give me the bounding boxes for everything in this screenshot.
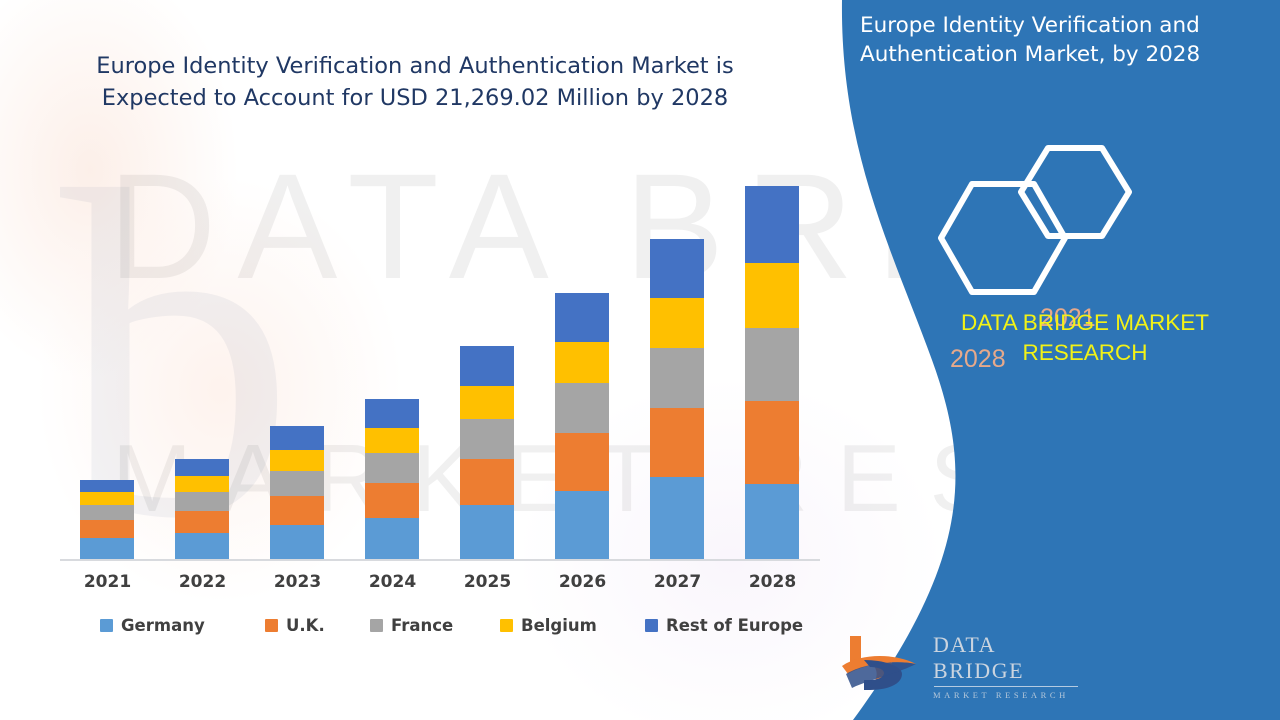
legend-label: Rest of Europe [666,616,804,635]
panel-title: Europe Identity Verification and Authent… [860,13,1201,67]
legend-item-germany[interactable]: Germany [100,616,205,635]
logo-wordmark: DATA BRIDGE MARKET RESEARCH [933,632,1080,700]
bar-segment-france-2022 [175,492,229,511]
x-label-2023: 2023 [273,572,322,592]
bar-segment-rest-of-europe-2024 [365,399,419,428]
bar-segment-france-2026 [555,383,609,433]
bar-segment-france-2023 [270,471,324,496]
panel-content: Europe Identity Verification and Authent… [820,0,1280,720]
x-label-2026: 2026 [558,572,607,592]
bar-2024 [365,399,419,559]
legend-swatch-icon [265,619,278,632]
logo-sub-text: MARKET RESEARCH [933,690,1069,700]
logo-main-text: DATA BRIDGE [933,632,1025,683]
bar-segment-rest-of-europe-2022 [175,459,229,476]
bar-segment-france-2028 [745,328,799,401]
legend-swatch-icon [500,619,513,632]
bar-segment-belgium-2025 [460,386,514,419]
bar-segment-belgium-2021 [80,492,134,505]
logo-divider [934,686,1078,687]
bar-segment-u-k-2023 [270,496,324,525]
legend-swatch-icon [370,619,383,632]
panel-curved-shape [841,0,1280,720]
bar-segment-rest-of-europe-2027 [650,239,704,298]
bar-2025 [460,346,514,559]
logo-mark-icon [842,636,916,690]
bar-segment-germany-2025 [460,505,514,559]
stacked-bar-group [60,160,820,559]
bar-segment-u-k-2024 [365,483,419,518]
bar-2028 [745,186,799,559]
brand-name: DATA BRIDGE MARKET RESEARCH [920,308,1250,368]
x-label-2028: 2028 [748,572,797,592]
hexagon-label-2028: 2028 [950,345,1006,373]
chart-legend: Germany U.K. France Belgium Rest of Europe [60,616,820,644]
hexagon-label-2021: 2021 [1040,304,1096,332]
bar-segment-germany-2021 [80,538,134,559]
bar-segment-germany-2023 [270,525,324,559]
x-label-2027: 2027 [653,572,702,592]
bar-segment-germany-2027 [650,477,704,559]
bar-segment-u-k-2026 [555,433,609,491]
x-label-2025: 2025 [463,572,512,592]
x-axis-labels: 2021 2022 2023 2024 2025 2026 2027 2028 [60,572,820,602]
bar-segment-u-k-2021 [80,520,134,538]
legend-item-u-k[interactable]: U.K. [265,616,325,635]
bar-segment-belgium-2028 [745,263,799,328]
brand-line-1: DATA BRIDGE MARKET [961,310,1209,335]
bar-2022 [175,459,229,559]
legend-item-belgium[interactable]: Belgium [500,616,597,635]
x-label-2024: 2024 [368,572,417,592]
company-logo: DATA BRIDGE MARKET RESEARCH [840,630,1080,700]
right-blue-panel: Europe Identity Verification and Authent… [820,0,1280,720]
bar-segment-france-2025 [460,419,514,459]
hexagon-outlines-icon [938,145,1132,295]
bar-segment-germany-2028 [745,484,799,559]
bar-segment-belgium-2022 [175,476,229,492]
legend-swatch-icon [645,619,658,632]
bar-segment-belgium-2027 [650,298,704,348]
bar-segment-belgium-2023 [270,450,324,471]
bar-segment-rest-of-europe-2023 [270,426,324,450]
bar-segment-u-k-2028 [745,401,799,484]
bar-segment-u-k-2025 [460,459,514,505]
brand-line-2: RESEARCH [1022,339,1148,365]
legend-label: Belgium [521,616,597,635]
legend-item-france[interactable]: France [370,616,453,635]
bar-segment-u-k-2022 [175,511,229,533]
bar-segment-germany-2024 [365,518,419,559]
bar-segment-rest-of-europe-2026 [555,293,609,342]
bar-segment-rest-of-europe-2028 [745,186,799,263]
bar-segment-france-2027 [650,348,704,408]
x-label-2021: 2021 [83,572,132,592]
bar-2027 [650,239,704,559]
bar-segment-belgium-2026 [555,342,609,383]
bar-segment-germany-2022 [175,533,229,559]
chart-title: Europe Identity Verification and Authent… [96,53,734,112]
x-label-2022: 2022 [178,572,227,592]
bar-segment-rest-of-europe-2021 [80,480,134,492]
legend-swatch-icon [100,619,113,632]
bar-segment-rest-of-europe-2025 [460,346,514,386]
hexagon-badges: 2021 2028 [930,140,1140,373]
bar-2023 [270,426,324,559]
bar-segment-belgium-2024 [365,428,419,453]
chart-baseline-axis [60,559,820,561]
bar-segment-u-k-2027 [650,408,704,477]
legend-label: Germany [121,616,205,635]
market-chart: Europe Identity Verification and Authent… [60,53,820,644]
bar-segment-france-2021 [80,505,134,520]
bar-2021 [80,480,134,559]
bar-2026 [555,293,609,559]
legend-label: France [391,616,454,635]
bar-segment-france-2024 [365,453,419,483]
legend-item-rest-of-europe[interactable]: Rest of Europe [645,616,803,635]
legend-label: U.K. [286,616,325,635]
bar-segment-germany-2026 [555,491,609,559]
